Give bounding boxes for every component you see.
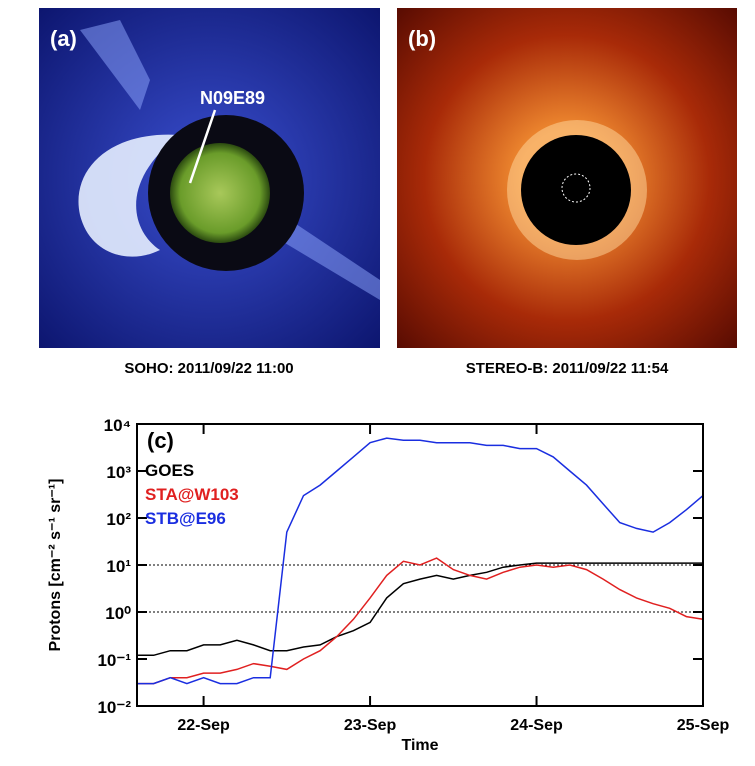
y-tick-label: 10⁴ bbox=[104, 416, 131, 435]
panel-label: (c) bbox=[147, 428, 174, 453]
legend-entry: GOES bbox=[145, 461, 194, 480]
y-tick-label: 10² bbox=[106, 510, 131, 529]
x-tick-label: 24-Sep bbox=[510, 717, 563, 734]
series-line bbox=[137, 563, 703, 655]
y-tick-label: 10¹ bbox=[106, 557, 131, 576]
occulter bbox=[521, 135, 631, 245]
y-tick-label: 10⁻² bbox=[97, 698, 131, 717]
panel-label: (b) bbox=[408, 26, 436, 51]
figure: (a) N09E89 SOHO: 2011/09/22 11:00 (b) ST… bbox=[0, 0, 755, 761]
legend-entry: STB@E96 bbox=[145, 509, 226, 528]
caption: SOHO: 2011/09/22 11:00 bbox=[124, 360, 293, 377]
page: {"images": [ {"label": "(a)", "annotatio… bbox=[0, 0, 755, 761]
x-tick-label: 22-Sep bbox=[177, 717, 230, 734]
y-tick-label: 10⁰ bbox=[105, 604, 131, 623]
chart: 10⁻² 10⁻¹ 10⁰ 10¹ 10² 10³ 10⁴ 22-Sep 23-Sep 24-Se… bbox=[47, 416, 729, 754]
x-tick-label: 23-Sep bbox=[344, 717, 397, 734]
caption: STEREO-B: 2011/09/22 11:54 bbox=[466, 360, 669, 377]
panel-label: (a) bbox=[50, 26, 77, 51]
series-line bbox=[137, 438, 703, 683]
series-line bbox=[137, 558, 703, 684]
x-tick-label: 25-Sep bbox=[677, 717, 730, 734]
sun-disk bbox=[170, 143, 270, 243]
legend-entry: STA@W103 bbox=[145, 485, 239, 504]
annotation: N09E89 bbox=[200, 88, 265, 108]
y-tick-label: 10⁻¹ bbox=[97, 651, 131, 670]
x-axis-label: Time bbox=[401, 737, 438, 754]
y-axis-label: Protons [cm⁻² s⁻¹ sr⁻¹] bbox=[47, 479, 64, 652]
y-tick-label: 10³ bbox=[106, 463, 131, 482]
